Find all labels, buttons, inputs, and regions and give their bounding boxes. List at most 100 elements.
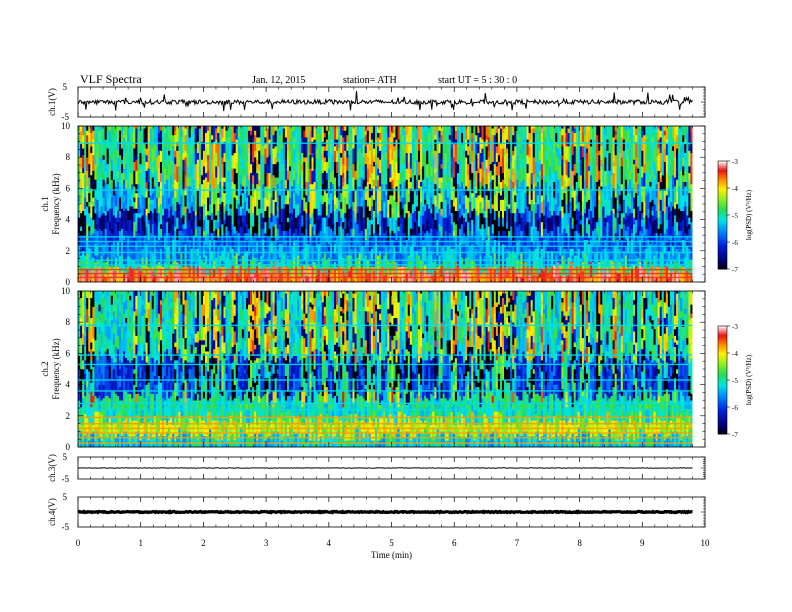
spectrogram-cell [391, 132, 394, 142]
spectrogram-cell [96, 126, 99, 133]
spectrogram-cell [270, 134, 273, 147]
spectrogram-cell [420, 197, 423, 203]
spectrogram-cell [276, 183, 280, 198]
spectrogram-cell [504, 183, 507, 198]
spectrogram-cell [334, 244, 337, 254]
spectrogram-cell [555, 161, 558, 171]
spectrogram-cell [104, 197, 108, 207]
spectrogram-cell [133, 208, 136, 214]
spectrogram-cell [188, 126, 192, 138]
spectrogram-cell [413, 201, 417, 207]
spectrogram-cell [137, 253, 140, 263]
spectrogram-cell [237, 175, 241, 189]
spectrogram-cell [635, 241, 638, 256]
spectrogram-cell [575, 266, 579, 283]
spectrogram-cell [217, 143, 220, 151]
spectrogram-cell [186, 128, 189, 136]
spectrogram-cell [612, 166, 616, 174]
spectrogram-cell [381, 199, 384, 211]
spectrogram-cell [299, 250, 302, 261]
spectrogram-cell [88, 291, 91, 301]
spectrogram-cell [516, 179, 519, 194]
spectrogram-cell [125, 141, 128, 154]
spectrogram-cell [487, 226, 491, 243]
spectrogram-cell [350, 130, 353, 145]
spectrogram-cell [418, 199, 421, 211]
spectrogram-cell [635, 126, 638, 129]
spectrogram-cell [364, 221, 368, 229]
spectrogram-cell [583, 268, 587, 283]
spectrogram-cell [325, 275, 329, 283]
spectrogram-cell [102, 154, 106, 160]
spectrogram-cell [301, 137, 304, 154]
spectrogram-cell [442, 246, 446, 261]
spectrogram-cell [94, 190, 97, 198]
spectrogram-cell [669, 192, 673, 203]
spectrogram-cell [477, 195, 480, 200]
spectrogram-cell [512, 197, 515, 214]
spectrogram-cell [94, 159, 97, 165]
spectrogram-cell [680, 264, 683, 274]
spectrogram-cell [473, 208, 476, 225]
spectrogram-cell [252, 126, 255, 133]
spectrogram-cell [286, 139, 290, 151]
spectrogram-cell [669, 132, 673, 140]
spectrogram-cell [413, 190, 417, 203]
spectrogram-cell [383, 157, 386, 171]
spectrogram-cell [250, 221, 253, 234]
spectrogram-cell [204, 230, 208, 236]
spectrogram-cell [415, 139, 419, 149]
spectrogram-cell [520, 253, 523, 269]
spectrogram-cell [288, 212, 292, 220]
spectrogram-cell [594, 266, 597, 276]
spectrogram-cell [440, 130, 443, 136]
spectrogram-cell [643, 201, 646, 214]
spectrogram-cell [141, 195, 144, 205]
spectrogram-cell [391, 195, 394, 209]
spectrogram-cell [559, 199, 562, 211]
spectrogram-cell [370, 152, 374, 160]
spectrogram-cell [549, 179, 552, 187]
spectrogram-cell [84, 291, 87, 296]
spectrogram-cell [516, 208, 519, 223]
spectrogram-cell [78, 261, 81, 274]
spectrogram-cell [309, 126, 312, 131]
spectrogram-cell [510, 126, 513, 136]
spectrogram-cell [516, 226, 519, 243]
spectrogram-cell [485, 159, 489, 169]
spectrogram-cell [207, 130, 210, 147]
spectrogram-cell [647, 139, 650, 149]
spectrogram-cell [397, 204, 400, 211]
spectrogram-cell [159, 139, 163, 151]
spectrogram-cell [674, 215, 677, 232]
spectrogram-cell [325, 161, 329, 174]
spectrogram-cell [676, 235, 679, 243]
spectrogram-cell [633, 224, 636, 232]
spectrogram-cell [483, 217, 486, 229]
spectrogram-cell [145, 128, 149, 138]
spectrogram-cell [336, 266, 339, 272]
spectrogram-cell [237, 204, 241, 216]
spectrogram-cell [487, 166, 491, 174]
spectrogram-cell [551, 166, 554, 174]
spectrogram-cell [92, 201, 95, 207]
spectrogram-cell [108, 235, 112, 252]
spectrogram-cell [620, 253, 624, 258]
spectrogram-cell [385, 230, 388, 247]
spectrogram-cell [528, 210, 532, 223]
header-station: station= ATH [343, 75, 397, 86]
spectrogram-cell [452, 143, 456, 158]
spectrogram-cell [391, 255, 394, 261]
spectrogram-cell [88, 344, 91, 352]
spectrogram-cell [118, 166, 122, 180]
spectrogram-cell [229, 126, 233, 129]
spectrogram-cell [647, 208, 650, 218]
spectrogram-cell [604, 217, 607, 223]
spectrogram-cell [461, 257, 464, 269]
spectrogram-cell [608, 215, 611, 229]
spectrogram-cell [147, 275, 151, 283]
spectrogram-cell [248, 255, 251, 267]
spectrogram-cell [485, 235, 489, 240]
spectrogram-cell [368, 250, 372, 267]
spectrogram-cell [223, 219, 226, 225]
